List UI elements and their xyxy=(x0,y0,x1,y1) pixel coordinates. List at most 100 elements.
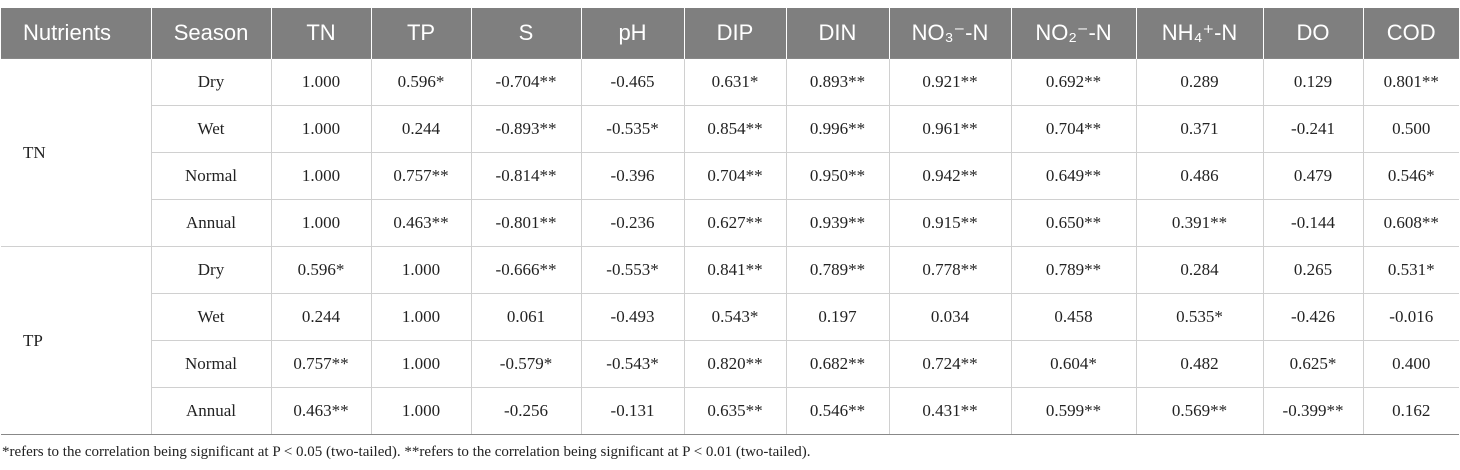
value-cell: -0.814** xyxy=(470,152,582,200)
value-cell: 0.500 xyxy=(1362,105,1459,153)
value-cell: 0.543* xyxy=(683,293,787,341)
value-cell: 0.391** xyxy=(1135,199,1264,247)
value-cell: 0.599** xyxy=(1010,387,1137,435)
season-cell: Annual xyxy=(150,387,272,435)
value-cell: 1.000 xyxy=(270,152,372,200)
value-cell: 0.400 xyxy=(1362,340,1459,388)
value-cell: 0.197 xyxy=(785,293,890,341)
value-cell: -0.241 xyxy=(1262,105,1364,153)
value-cell: 0.757** xyxy=(270,340,372,388)
value-cell: 0.535* xyxy=(1135,293,1264,341)
value-cell: -0.399** xyxy=(1262,387,1364,435)
header-cell: DO xyxy=(1263,8,1364,59)
value-cell: 1.000 xyxy=(370,387,472,435)
group-label: TP xyxy=(1,246,152,435)
value-cell: 0.996** xyxy=(785,105,890,153)
header-cell: COD xyxy=(1363,8,1459,59)
value-cell: -0.016 xyxy=(1362,293,1459,341)
value-cell: 0.801** xyxy=(1362,58,1459,106)
value-cell: 0.569** xyxy=(1135,387,1264,435)
table-row: Wet 0.244 1.000 0.061 -0.493 0.543* 0.197 0.034… xyxy=(1,293,1459,341)
value-cell: 0.596* xyxy=(270,246,372,294)
value-cell: 0.625* xyxy=(1262,340,1364,388)
value-cell: -0.465 xyxy=(580,58,685,106)
value-cell: 0.942** xyxy=(888,152,1012,200)
header-cell: pH xyxy=(581,8,685,59)
value-cell: 0.692** xyxy=(1010,58,1137,106)
value-cell: 0.479 xyxy=(1262,152,1364,200)
value-cell: 0.608** xyxy=(1362,199,1459,247)
value-cell: 0.939** xyxy=(785,199,890,247)
header-cell: NO₂⁻-N xyxy=(1011,8,1137,59)
value-cell: 0.463** xyxy=(370,199,472,247)
value-cell: -0.543* xyxy=(580,340,685,388)
footnote: *refers to the correlation being signifi… xyxy=(2,444,811,460)
header-cell: NH₄⁺-N xyxy=(1136,8,1264,59)
value-cell: 1.000 xyxy=(370,293,472,341)
value-cell: -0.256 xyxy=(470,387,582,435)
value-cell: 0.431** xyxy=(888,387,1012,435)
season-cell: Annual xyxy=(150,199,272,247)
value-cell: 1.000 xyxy=(270,199,372,247)
value-cell: -0.553* xyxy=(580,246,685,294)
value-cell: 0.921** xyxy=(888,58,1012,106)
value-cell: 0.961** xyxy=(888,105,1012,153)
value-cell: 0.627** xyxy=(683,199,787,247)
value-cell: -0.493 xyxy=(580,293,685,341)
value-cell: 0.757** xyxy=(370,152,472,200)
value-cell: 1.000 xyxy=(370,246,472,294)
value-cell: 0.820** xyxy=(683,340,787,388)
table-row: Wet 1.000 0.244 -0.893** -0.535* 0.854** 0.996… xyxy=(1,105,1459,153)
season-cell: Normal xyxy=(150,152,272,200)
value-cell: 0.915** xyxy=(888,199,1012,247)
season-cell: Wet xyxy=(150,105,272,153)
value-cell: 0.596* xyxy=(370,58,472,106)
header-cell: DIN xyxy=(786,8,890,59)
value-cell: 0.854** xyxy=(683,105,787,153)
value-cell: -0.893** xyxy=(470,105,582,153)
value-cell: 0.682** xyxy=(785,340,890,388)
value-cell: 0.649** xyxy=(1010,152,1137,200)
value-cell: 0.724** xyxy=(888,340,1012,388)
value-cell: 1.000 xyxy=(270,105,372,153)
table-row: Annual 0.463** 1.000 -0.256 -0.131 0.635** 0.5… xyxy=(1,387,1459,435)
value-cell: 0.463** xyxy=(270,387,372,435)
value-cell: 0.704** xyxy=(1010,105,1137,153)
header-cell: TN xyxy=(271,8,372,59)
value-cell: 0.841** xyxy=(683,246,787,294)
value-cell: 0.950** xyxy=(785,152,890,200)
value-cell: 0.631* xyxy=(683,58,787,106)
header-cell: Nutrients xyxy=(1,8,152,59)
value-cell: -0.396 xyxy=(580,152,685,200)
value-cell: 0.531* xyxy=(1362,246,1459,294)
value-cell: -0.144 xyxy=(1262,199,1364,247)
table-row: Annual 1.000 0.463** -0.801** -0.236 0.627** 0… xyxy=(1,199,1459,247)
value-cell: 1.000 xyxy=(270,58,372,106)
header-cell: TP xyxy=(371,8,472,59)
value-cell: 0.061 xyxy=(470,293,582,341)
season-cell: Dry xyxy=(150,246,272,294)
value-cell: 0.482 xyxy=(1135,340,1264,388)
value-cell: 0.789** xyxy=(1010,246,1137,294)
value-cell: -0.535* xyxy=(580,105,685,153)
table-row: TP Dry 0.596* 1.000 -0.666** -0.553* 0.841** 0.… xyxy=(1,246,1459,435)
value-cell: 1.000 xyxy=(370,340,472,388)
header-cell: NO₃⁻-N xyxy=(889,8,1012,59)
value-cell: 0.034 xyxy=(888,293,1012,341)
value-cell: 0.546** xyxy=(785,387,890,435)
table-body: TN Dry 1.000 0.596* -0.704** -0.465 0.631* 0.89… xyxy=(1,58,1459,435)
value-cell: 0.458 xyxy=(1010,293,1137,341)
value-cell: -0.704** xyxy=(470,58,582,106)
value-cell: 0.778** xyxy=(888,246,1012,294)
value-cell: 0.635** xyxy=(683,387,787,435)
value-cell: 0.244 xyxy=(370,105,472,153)
table-row: TN Dry 1.000 0.596* -0.704** -0.465 0.631* 0.89… xyxy=(1,58,1459,247)
value-cell: -0.579* xyxy=(470,340,582,388)
season-cell: Normal xyxy=(150,340,272,388)
value-cell: 0.284 xyxy=(1135,246,1264,294)
value-cell: 0.129 xyxy=(1262,58,1364,106)
header-cell: S xyxy=(471,8,582,59)
